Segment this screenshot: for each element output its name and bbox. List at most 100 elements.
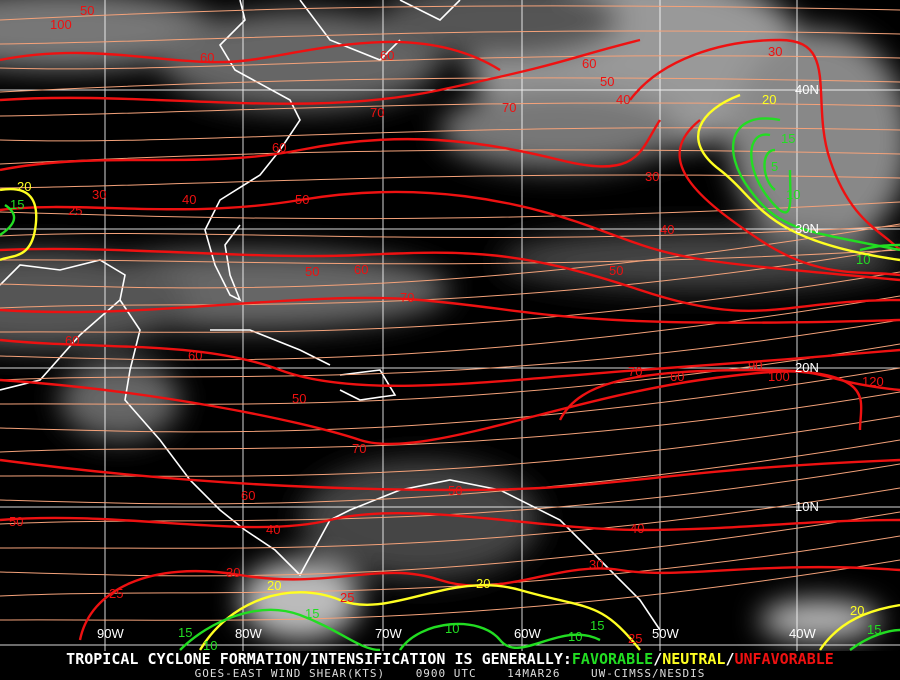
contour-label: 40 [660,222,674,237]
contour-label: 100 [50,17,72,32]
coastline [299,0,401,61]
streamline [0,415,900,477]
lat-lon-grid [0,0,900,651]
neutral-label: NEUTRAL [662,650,726,668]
streamline [0,102,900,117]
latitude-label: 30N [795,221,819,236]
shear-contour [629,38,900,251]
streamline [0,55,900,70]
contour-label: 60 [188,348,202,363]
contour-label: 50 [448,483,462,498]
contour-label: 50 [600,74,614,89]
contour-label: 60 [354,262,368,277]
shear-contour [0,204,16,236]
contour-label: 50 [295,192,309,207]
shear-contour [558,368,863,431]
streamline [0,271,900,333]
contour-label: 20 [17,179,31,194]
streamline [0,487,900,549]
contour-label: 15 [10,197,24,212]
contour-label: 60 [670,369,684,384]
contour-label: 120 [862,374,884,389]
latitude-label: 40N [795,82,819,97]
contour-label: 40 [616,92,630,107]
contour-label: 60 [582,56,596,71]
contour-label: 15 [178,625,192,640]
latitude-label: 20N [795,360,819,375]
contour-label: 50 [9,514,23,529]
shear-contours [0,38,900,651]
shear-contour [0,119,661,172]
headline-text: TROPICAL CYCLONE FORMATION/INTENSIFICATI… [66,650,572,668]
contour-label: 70 [502,100,516,115]
longitude-label: 70W [375,626,402,641]
cloud-patch [380,0,620,60]
valid-time: 0900 UTC [415,667,477,680]
streamline [0,391,900,453]
longitude-label: 80W [235,626,262,641]
contour-label: 10 [786,187,800,202]
headline: TROPICAL CYCLONE FORMATION/INTENSIFICATI… [0,651,900,668]
contour-label: 40 [266,522,280,537]
streamline [0,535,900,597]
streamline [0,30,900,45]
streamline [0,463,900,525]
contour-label: 25 [109,586,123,601]
cloud-patch [0,250,190,350]
contour-label: 50 [305,264,319,279]
contour-label: 70 [628,364,642,379]
shear-contour [763,148,776,191]
latitude-label: 10N [795,499,819,514]
contour-label: 25 [68,203,82,218]
separator: / [653,650,663,668]
valid-date: 14MAR26 [507,667,561,680]
contour-label: 100 [768,369,790,384]
favorable-label: FAVORABLE [571,650,654,668]
shear-contour [0,338,900,388]
shear-contour [399,622,601,651]
contour-label: 50 [609,263,623,278]
shear-contour [0,187,38,262]
coastlines [0,0,661,631]
contour-label: 10 [445,621,459,636]
shear-contour [732,117,900,252]
unfavorable-label: UNFAVORABLE [734,650,834,668]
shear-contour [697,93,900,262]
contour-label: 20 [476,576,490,591]
streamline [0,127,900,142]
streamline [0,5,900,21]
separator: / [725,650,735,668]
streamlines [0,5,900,621]
contour-label: 15 [590,618,604,633]
contour-label: 10 [568,629,582,644]
streamline [0,319,900,381]
streamline [0,249,900,265]
coastline [119,299,661,631]
streamline [0,559,900,621]
contour-label: 50 [80,3,94,18]
shear-contour [819,603,900,651]
streamline [0,367,900,433]
shear-contour [678,119,900,277]
contour-label: 70 [370,105,384,120]
contour-label: 20 [762,92,776,107]
shear-contour [849,628,900,651]
shear-contour [0,190,900,282]
contour-label: 30 [645,169,659,184]
longitude-label: 90W [97,626,124,641]
contour-label: 15 [781,131,795,146]
streamline [0,247,900,309]
shear-contour [859,243,900,252]
shear-contour [0,511,900,532]
contour-label: 20 [267,578,281,593]
contour-label: 30 [92,187,106,202]
streamline [0,511,900,577]
shear-contour [0,458,900,492]
streamline [0,439,900,505]
contour-label: 70 [400,290,414,305]
streamline [0,174,900,189]
contour-label: 30 [226,565,240,580]
